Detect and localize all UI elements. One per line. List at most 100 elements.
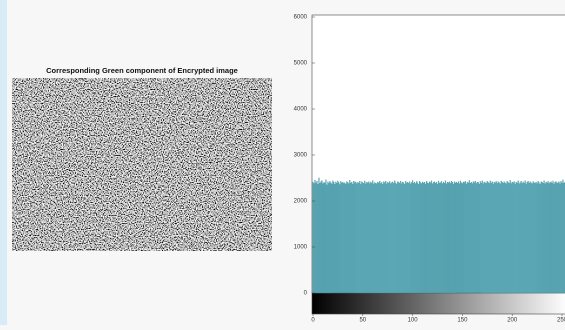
bar [413,183,414,293]
y-tick-label: 6000 [294,15,308,21]
bar [371,183,372,293]
bar [414,182,415,293]
bar [498,182,499,293]
bar [530,182,531,293]
bar [450,183,451,293]
bar [552,183,553,293]
bar [331,184,332,293]
bar [516,182,517,293]
y-tick-label: 4000 [294,107,308,113]
bar [461,183,462,293]
bar [330,183,331,293]
bar [457,183,458,293]
bar [313,182,314,293]
bar [522,183,523,293]
bar [488,182,489,293]
bar [364,181,365,293]
bar [473,182,474,293]
bar [504,182,505,293]
bar [332,181,333,293]
bar [429,182,430,293]
bar [342,182,343,293]
bar [368,182,369,293]
bar [447,182,448,293]
bar [495,183,496,293]
bar [546,182,547,293]
bar [531,183,532,293]
bar [496,181,497,293]
bar [439,183,440,293]
bar [535,183,536,293]
bar [452,182,453,293]
bar [348,184,349,293]
bar [381,182,382,293]
bar [380,183,381,293]
bar [321,182,322,293]
bar [557,183,558,293]
bar [359,181,360,293]
bar [487,181,488,293]
bar [323,184,324,293]
bar [339,184,340,293]
bar [532,184,533,293]
bar [369,184,370,293]
bar [409,182,410,293]
bar [410,184,411,293]
bar [463,182,464,293]
bar [537,184,538,293]
bar [441,181,442,293]
bar [341,183,342,293]
bar [483,184,484,293]
bar [316,183,317,293]
bar [476,184,477,293]
bar [379,181,380,293]
bar [353,181,354,293]
bar [396,184,397,293]
bar [430,183,431,293]
bar [561,181,562,293]
bar [517,183,518,293]
bar [317,181,318,293]
bar [513,183,514,293]
bar [350,183,351,293]
bar [329,181,330,293]
bar [383,182,384,293]
bar [511,184,512,293]
bar [492,182,493,293]
bar [534,183,535,293]
bar [375,183,376,293]
x-tick-label: 250 [557,318,565,324]
bar [544,181,545,293]
bar [422,182,423,293]
image-title: Corresponding Green component of Encrypt… [46,66,238,75]
bar [315,180,316,293]
bar [523,182,524,293]
bar [499,183,500,293]
bar [554,184,555,293]
bar [525,181,526,293]
bar [460,181,461,293]
bar [490,181,491,293]
bar [355,182,356,293]
bar [538,181,539,293]
bar [528,181,529,293]
bar [493,184,494,293]
bar [508,182,509,293]
bar [520,183,521,293]
bar [357,182,358,293]
bar [529,183,530,293]
bar [512,182,513,293]
bar [435,183,436,293]
bar [521,181,522,293]
bar [322,181,323,293]
x-tick-label: 100 [408,318,419,324]
bar [555,182,556,293]
bar [361,182,362,293]
bar [347,182,348,293]
bar [467,182,468,293]
bar [458,182,459,293]
bar [343,183,344,293]
bar [345,184,346,293]
bar [363,183,364,293]
bar [337,181,338,293]
